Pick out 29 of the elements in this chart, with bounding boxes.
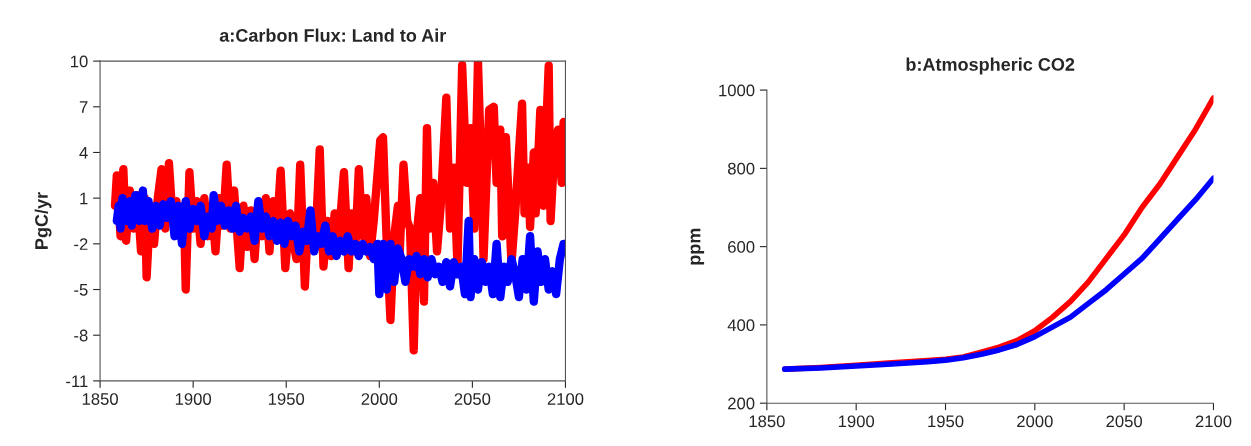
chart-title: a:Carbon Flux: Land to Air xyxy=(219,28,447,42)
x-tick-label: 1950 xyxy=(268,393,305,405)
y-tick-label: 1 xyxy=(80,192,88,205)
x-tick-label: 2100 xyxy=(1195,415,1232,428)
x-tick-label: 2000 xyxy=(361,393,398,405)
y-tick-label: 800 xyxy=(727,162,755,175)
y-tick-label: -8 xyxy=(74,329,88,342)
x-tick-label: 2100 xyxy=(547,393,584,405)
y-tick-label: 4 xyxy=(79,147,88,159)
y-axis-title: PgC/yr xyxy=(34,192,52,249)
x-tick-label: 2050 xyxy=(454,393,491,405)
y-tick-label: 1000 xyxy=(719,84,755,97)
y-tick-label: 600 xyxy=(728,241,755,253)
y-tick-label: 400 xyxy=(727,319,755,332)
y-tick-label: -2 xyxy=(74,238,88,250)
x-tick-label: 1900 xyxy=(838,415,875,428)
x-tick-label: 1950 xyxy=(928,415,964,428)
y-axis-title: ppm xyxy=(690,228,705,265)
x-tick-label: 2050 xyxy=(1106,415,1143,428)
y-tick-label: -11 xyxy=(66,375,88,387)
x-tick-label: 1850 xyxy=(82,393,118,405)
x-tick-label: 2000 xyxy=(1017,415,1053,428)
x-tick-label: 1900 xyxy=(175,393,212,405)
y-tick-label: 10 xyxy=(71,55,88,68)
y-tick-label: -5 xyxy=(74,284,88,296)
y-tick-label: 200 xyxy=(728,397,755,410)
y-tick-label: 7 xyxy=(79,101,88,113)
x-tick-label: 1850 xyxy=(749,415,785,428)
chart-title: b:Atmospheric CO2 xyxy=(906,57,1075,75)
